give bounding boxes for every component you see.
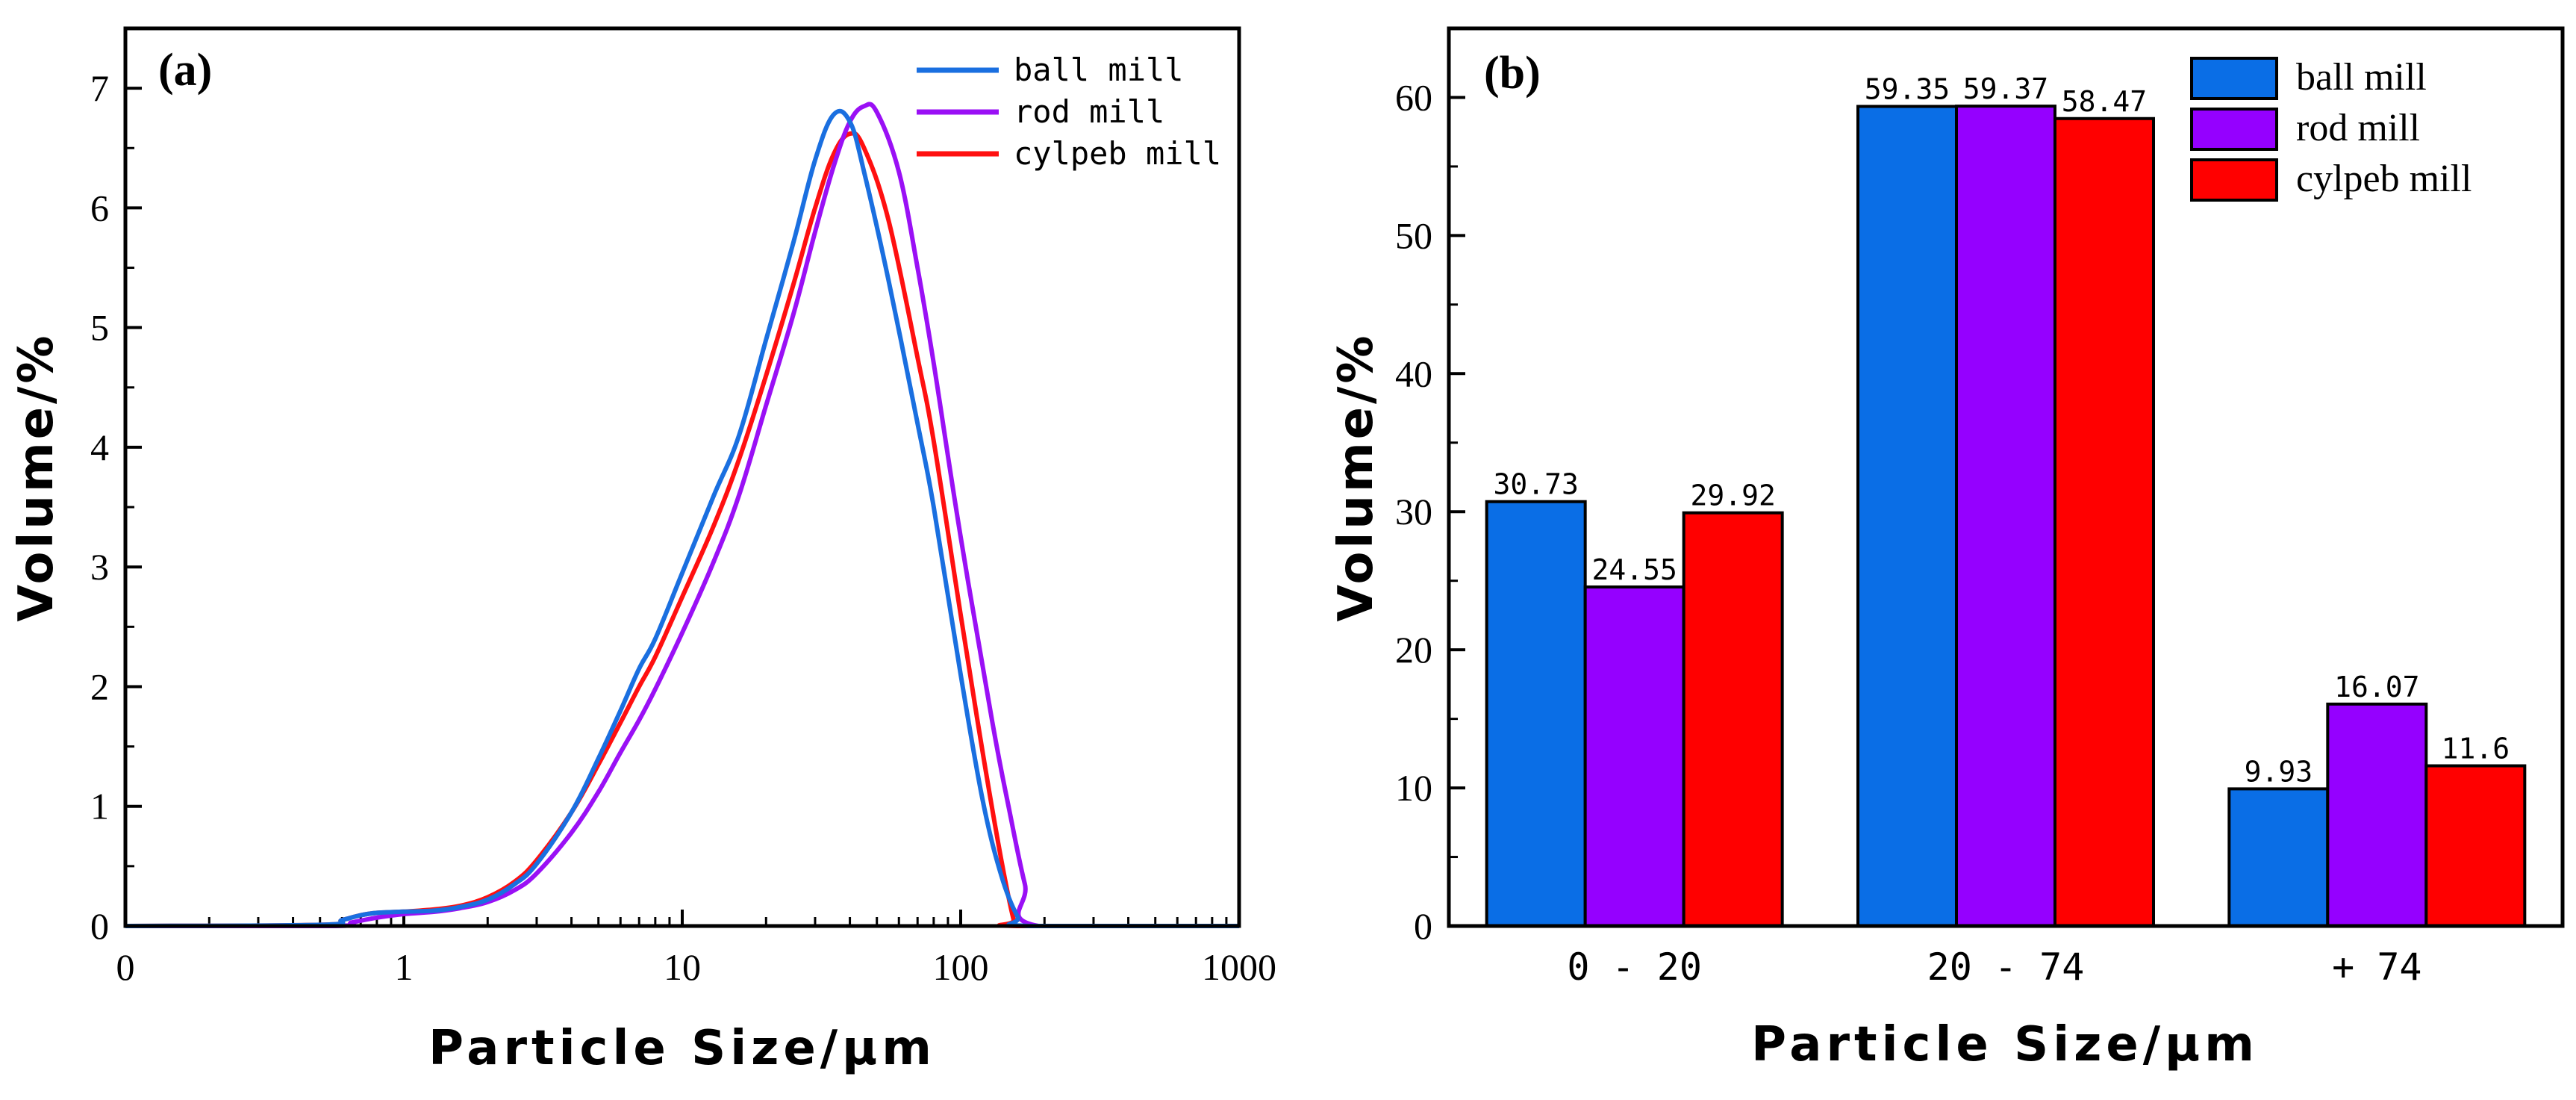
panel-b-x-axis-label: Particle Size/μm — [1751, 1017, 2259, 1072]
panel-b-y-tick-label: 50 — [1395, 214, 1432, 256]
panel-a-y-tick-label: 0 — [90, 905, 109, 947]
panel-b-bar-cylpeb-mill — [2424, 764, 2527, 928]
panel-b-x-tick-label: 20 - 74 — [1927, 945, 2085, 989]
panel-a-legend-label: ball mill — [1014, 52, 1184, 88]
panel-b-y-tick-label: 40 — [1395, 352, 1432, 394]
panel-b-bar-cylpeb-mill — [2053, 116, 2155, 928]
panel-b-data-label: 30.73 — [1493, 468, 1578, 501]
panel-b-legend-label: rod mill — [2296, 107, 2420, 149]
panel-b-y-tick-label: 30 — [1395, 491, 1432, 532]
panel-a-x-tick-label: 10 — [664, 946, 701, 988]
panel-b-bar-cylpeb-mill — [1682, 511, 1784, 927]
panel-a-series-line-ball-mill — [125, 108, 1239, 929]
panel-b-label: (b) — [1484, 48, 1541, 99]
panel-a-ticks: 0 1 10 100 1000 0 1 2 3 4 5 6 7 — [90, 67, 1276, 988]
panel-a-y-tick-label: 7 — [90, 67, 109, 109]
panel-a-y-tick-label: 1 — [90, 786, 109, 827]
panel-b-legend-swatch-rod-mill — [2190, 108, 2278, 151]
panel-a-y-tick-label: 6 — [90, 187, 109, 229]
panel-b-legend-swatch-cylpeb-mill — [2190, 158, 2278, 202]
panel-b-data-label: 16.07 — [2334, 671, 2419, 703]
panel-a-legend: ball mill rod mill cylpeb mill — [917, 52, 1221, 172]
panel-a-y-tick-label: 4 — [90, 426, 109, 468]
panel-a-series-group — [125, 102, 1239, 929]
panel-b-legend: ball mill rod mill cylpeb mill — [2190, 56, 2471, 202]
panel-b-data-label: 58.47 — [2062, 85, 2147, 118]
panel-a-line-chart: 0 1 10 100 1000 0 1 2 3 4 5 6 7 (a) Particle Size/μm… — [9, 26, 1276, 1076]
panel-b-bar-chart: 0 10 20 30 40 50 60 0 - 20 20 - 74 + 74 30.73 24.5… — [1329, 26, 2565, 1072]
panel-b-bar-ball-mill — [1856, 105, 1958, 927]
panel-b-y-tick-label: 60 — [1395, 76, 1432, 118]
panel-b-data-label: 59.35 — [1865, 72, 1950, 105]
panel-b-ticks: 0 10 20 30 40 50 60 0 - 20 20 - 74 + 74 — [1395, 76, 2422, 989]
panel-b-axes-frame — [1447, 26, 2565, 928]
panel-b-data-label: 29.92 — [1690, 479, 1775, 512]
panel-b-data-labels: 30.73 24.55 29.92 59.35 59.37 58.47 9.93 16.07 1… — [1493, 72, 2510, 788]
panel-a-legend-label: rod mill — [1014, 93, 1164, 130]
panel-b-bar-rod-mill — [1955, 105, 2056, 927]
panel-b-bar-ball-mill — [1485, 500, 1587, 927]
panel-b-data-label: 59.37 — [1963, 72, 2048, 105]
panel-a-y-tick-label: 2 — [90, 665, 109, 707]
panel-a-y-axis-label: Volume/% — [9, 332, 64, 621]
panel-b-bars-group — [1485, 105, 2527, 928]
panel-b-bar-ball-mill — [2227, 787, 2330, 927]
panel-b-bar-rod-mill — [2326, 702, 2428, 927]
panel-a-x-tick-label: 1 — [395, 946, 414, 988]
panel-b-x-tick-label: 0 - 20 — [1567, 945, 1702, 989]
panel-b-legend-label: cylpeb mill — [2296, 158, 2471, 200]
panel-a-label: (a) — [158, 45, 212, 96]
panel-b-data-label: 11.6 — [2442, 732, 2510, 765]
panel-a-legend-label: cylpeb mill — [1014, 135, 1221, 172]
panel-b-data-label: 24.55 — [1591, 553, 1677, 586]
panel-b-legend-swatch-ball-mill — [2190, 57, 2278, 100]
panel-a-y-tick-label: 3 — [90, 546, 109, 588]
panel-b-y-tick-label: 10 — [1395, 767, 1432, 809]
panel-b-legend-label: ball mill — [2296, 56, 2427, 99]
panel-b-y-axis-label: Volume/% — [1329, 332, 1384, 621]
panel-b-bar-rod-mill — [1583, 585, 1685, 927]
panel-a-x-tick-label: 0 — [116, 946, 135, 988]
panel-a-x-tick-label: 100 — [933, 946, 989, 988]
panel-b-y-tick-label: 0 — [1414, 905, 1432, 947]
panel-a-x-axis-label: Particle Size/μm — [428, 1021, 936, 1076]
panel-a-y-tick-label: 5 — [90, 307, 109, 349]
panel-b-data-label: 9.93 — [2245, 755, 2313, 788]
panel-a-x-tick-label: 1000 — [1202, 946, 1276, 988]
panel-b-x-tick-label: + 74 — [2332, 945, 2421, 989]
panel-a-axes-frame — [123, 26, 1241, 928]
panel-b-y-tick-label: 20 — [1395, 629, 1432, 671]
